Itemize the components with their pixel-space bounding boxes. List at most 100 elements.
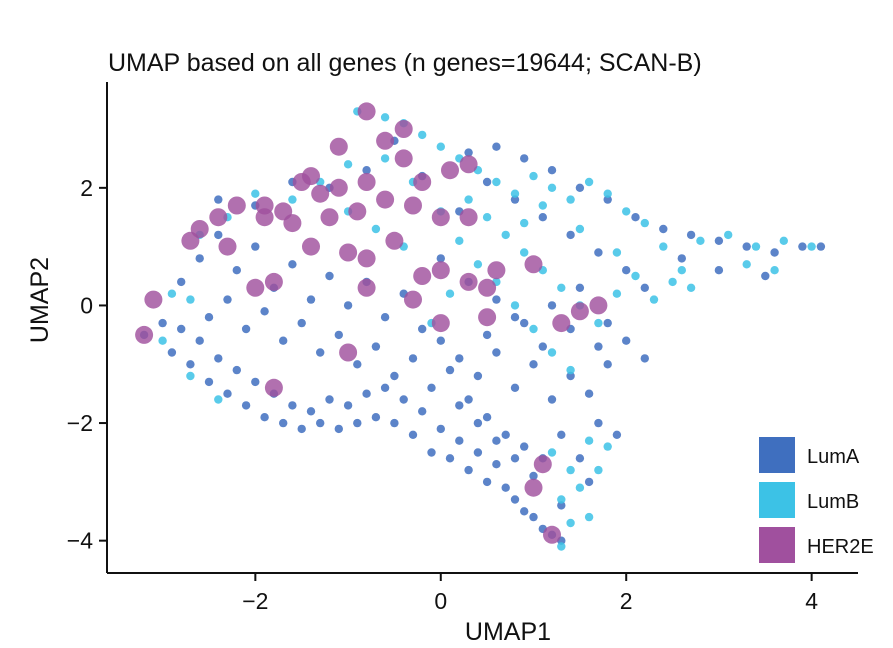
y-axis-label: UMAP2 xyxy=(26,257,54,343)
point-luma-58 xyxy=(418,324,427,334)
point-her2e-7 xyxy=(459,155,478,174)
y-ticks: −4 −2 0 2 xyxy=(67,175,107,554)
point-luma-115 xyxy=(677,254,686,263)
point-luma-88 xyxy=(557,430,566,439)
point-luma-65 xyxy=(547,395,557,404)
legend-label-her2e: HER2E xyxy=(807,536,874,558)
point-lumb-16 xyxy=(464,195,473,204)
point-her2e-25 xyxy=(404,196,422,215)
point-luma-16 xyxy=(297,424,306,434)
point-her2e-46 xyxy=(570,302,589,321)
legend-swatch-her2e xyxy=(759,527,795,563)
point-her2e-36 xyxy=(524,255,543,274)
point-luma-144 xyxy=(482,330,492,340)
point-lumb-38 xyxy=(288,195,297,204)
point-luma-97 xyxy=(473,418,483,428)
point-luma-35 xyxy=(473,448,483,457)
point-luma-34 xyxy=(464,465,473,475)
point-lumb-55 xyxy=(566,518,575,528)
point-luma-22 xyxy=(353,418,362,428)
point-luma-6 xyxy=(204,377,214,387)
point-luma-85 xyxy=(501,430,510,439)
point-her2e-19 xyxy=(218,237,237,256)
point-her2e-26 xyxy=(431,208,450,227)
point-luma-98 xyxy=(455,401,464,410)
point-lumb-1 xyxy=(380,113,390,122)
point-luma-39 xyxy=(510,495,520,504)
point-luma-36 xyxy=(482,477,492,487)
legend: LumA LumB HER2E xyxy=(759,437,874,563)
legend-label-lumb: LumB xyxy=(807,491,859,513)
point-lumb-58 xyxy=(594,465,603,475)
point-luma-32 xyxy=(445,454,455,463)
point-luma-14 xyxy=(279,418,288,428)
point-her2e-28 xyxy=(302,237,320,256)
point-luma-31 xyxy=(436,424,445,434)
point-lumb-23 xyxy=(594,318,603,328)
point-luma-110 xyxy=(770,248,779,257)
point-lumb-50 xyxy=(547,348,557,357)
point-her2e-52 xyxy=(357,278,376,297)
point-luma-4 xyxy=(186,360,195,369)
point-her2e-2 xyxy=(376,131,395,150)
point-luma-139 xyxy=(640,354,649,363)
point-luma-108 xyxy=(714,236,724,245)
point-luma-106 xyxy=(659,224,668,234)
point-luma-63 xyxy=(510,383,520,392)
point-lumb-77 xyxy=(677,266,686,275)
point-luma-103 xyxy=(575,183,585,192)
point-luma-140 xyxy=(594,342,603,351)
point-lumb-36 xyxy=(343,160,353,169)
point-her2e-35 xyxy=(487,261,506,280)
point-her2e-6 xyxy=(441,161,459,180)
point-lumb-15 xyxy=(640,218,649,228)
point-lumb-27 xyxy=(668,277,677,287)
point-her2e-3 xyxy=(329,137,348,156)
point-luma-122 xyxy=(482,177,492,187)
point-luma-38 xyxy=(501,483,510,492)
point-her2e-48 xyxy=(264,378,283,397)
point-lumb-34 xyxy=(742,260,751,269)
point-her2e-16 xyxy=(209,208,228,227)
point-lumb-48 xyxy=(510,301,520,310)
point-lumb-17 xyxy=(482,213,492,222)
point-luma-27 xyxy=(399,395,408,404)
x-tick-label: 0 xyxy=(434,588,447,614)
point-her2e-42 xyxy=(431,314,450,333)
point-luma-117 xyxy=(622,266,631,275)
point-her2e-53 xyxy=(404,290,422,309)
point-lumb-28 xyxy=(686,283,696,292)
point-lumb-19 xyxy=(520,248,529,257)
point-luma-91 xyxy=(612,430,622,439)
point-lumb-51 xyxy=(566,365,575,375)
point-lumb-74 xyxy=(575,224,585,234)
point-her2e-51 xyxy=(543,525,561,544)
point-lumb-18 xyxy=(501,230,510,240)
point-luma-11 xyxy=(251,377,260,387)
point-luma-133 xyxy=(520,318,529,328)
point-luma-116 xyxy=(640,283,649,292)
point-lumb-26 xyxy=(649,295,659,304)
x-tick-label: 2 xyxy=(620,588,633,614)
x-ticks: −2 0 2 4 xyxy=(242,573,818,614)
point-luma-48 xyxy=(232,266,241,275)
point-her2e-41 xyxy=(135,325,154,344)
point-lumb-42 xyxy=(380,154,390,163)
point-lumb-14 xyxy=(622,207,631,216)
point-lumb-75 xyxy=(612,248,622,257)
point-lumb-4 xyxy=(436,142,445,151)
point-luma-71 xyxy=(241,324,251,334)
point-lumb-61 xyxy=(575,483,585,492)
point-luma-101 xyxy=(520,154,529,163)
point-luma-72 xyxy=(260,307,269,316)
point-lumb-10 xyxy=(547,183,557,192)
point-lumb-35 xyxy=(770,266,779,275)
point-luma-8 xyxy=(223,389,232,398)
point-lumb-12 xyxy=(584,177,594,187)
point-luma-18 xyxy=(316,418,325,428)
point-luma-95 xyxy=(510,454,520,463)
point-luma-68 xyxy=(603,360,612,369)
point-luma-118 xyxy=(594,248,603,257)
point-luma-138 xyxy=(622,336,631,345)
